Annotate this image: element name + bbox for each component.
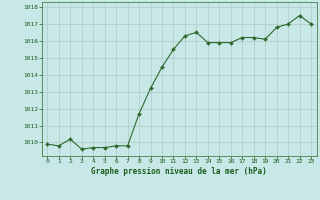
X-axis label: Graphe pression niveau de la mer (hPa): Graphe pression niveau de la mer (hPa) [91,167,267,176]
